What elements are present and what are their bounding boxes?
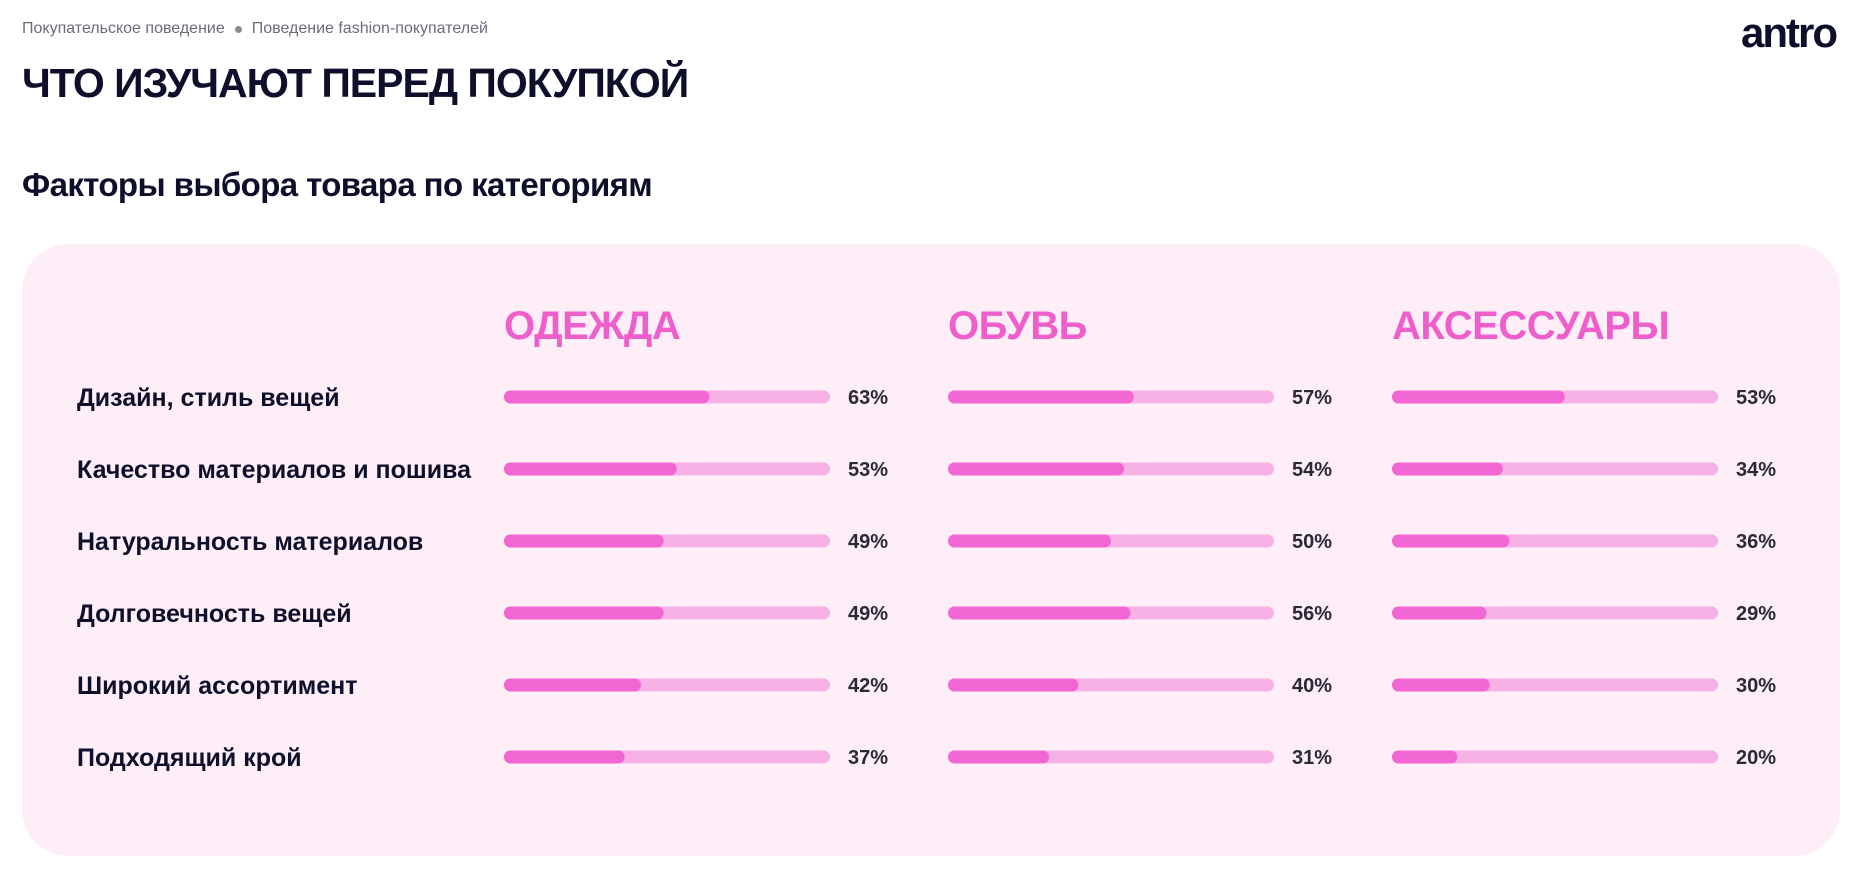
value-label: 42% xyxy=(848,675,888,697)
bar xyxy=(1392,534,1510,548)
row-label: Долговечность вещей xyxy=(77,600,352,628)
category-title: ОДЕЖДА xyxy=(504,304,680,348)
breadcrumb: Покупательское поведение Поведение fashi… xyxy=(22,20,488,38)
breadcrumb-item-1[interactable]: Покупательское поведение xyxy=(22,20,225,37)
section-title: Факторы выбора товара по категориям xyxy=(22,166,653,203)
bar xyxy=(948,390,1134,404)
bar xyxy=(948,750,1050,764)
row-label: Подходящий крой xyxy=(77,744,302,772)
value-label: 31% xyxy=(1292,747,1332,769)
category-title: ОБУВЬ xyxy=(948,304,1087,348)
value-label: 56% xyxy=(1292,603,1332,625)
value-label: 54% xyxy=(1292,459,1332,481)
value-label: 40% xyxy=(1292,675,1332,697)
value-label: 53% xyxy=(1736,387,1776,409)
category-title: АКСЕССУАРЫ xyxy=(1392,304,1669,348)
value-label: 49% xyxy=(848,531,888,553)
breadcrumb-item-2[interactable]: Поведение fashion-покупателей xyxy=(251,20,488,37)
bar xyxy=(504,462,677,476)
bar xyxy=(1392,606,1487,620)
bar xyxy=(504,390,710,404)
bar xyxy=(1392,750,1458,764)
brand-logo: antro xyxy=(1741,9,1838,56)
bar xyxy=(948,534,1111,548)
value-label: 63% xyxy=(848,387,888,409)
bar xyxy=(504,678,641,692)
row-label: Дизайн, стиль вещей xyxy=(77,384,340,412)
row-label: Широкий ассортимент xyxy=(77,672,358,700)
bar xyxy=(504,750,625,764)
value-label: 50% xyxy=(1292,531,1332,553)
row-label: Качество материалов и пошива xyxy=(77,456,472,484)
bar xyxy=(1392,678,1490,692)
value-label: 53% xyxy=(848,459,888,481)
bar-track xyxy=(1392,750,1718,764)
bar xyxy=(948,606,1131,620)
value-label: 29% xyxy=(1736,603,1776,625)
bar xyxy=(948,678,1079,692)
bar xyxy=(948,462,1125,476)
value-label: 30% xyxy=(1736,675,1776,697)
page-title: ЧТО ИЗУЧАЮТ ПЕРЕД ПОКУПКОЙ xyxy=(22,60,689,106)
row-label: Натуральность материалов xyxy=(77,528,423,556)
value-label: 49% xyxy=(848,603,888,625)
value-label: 34% xyxy=(1736,459,1776,481)
value-label: 37% xyxy=(848,747,888,769)
breadcrumb-separator-dot xyxy=(234,25,242,33)
value-label: 20% xyxy=(1736,747,1776,769)
value-label: 36% xyxy=(1736,531,1776,553)
bar xyxy=(504,534,664,548)
bar xyxy=(504,606,664,620)
bar xyxy=(1392,462,1503,476)
value-label: 57% xyxy=(1292,387,1332,409)
bar xyxy=(1392,390,1565,404)
